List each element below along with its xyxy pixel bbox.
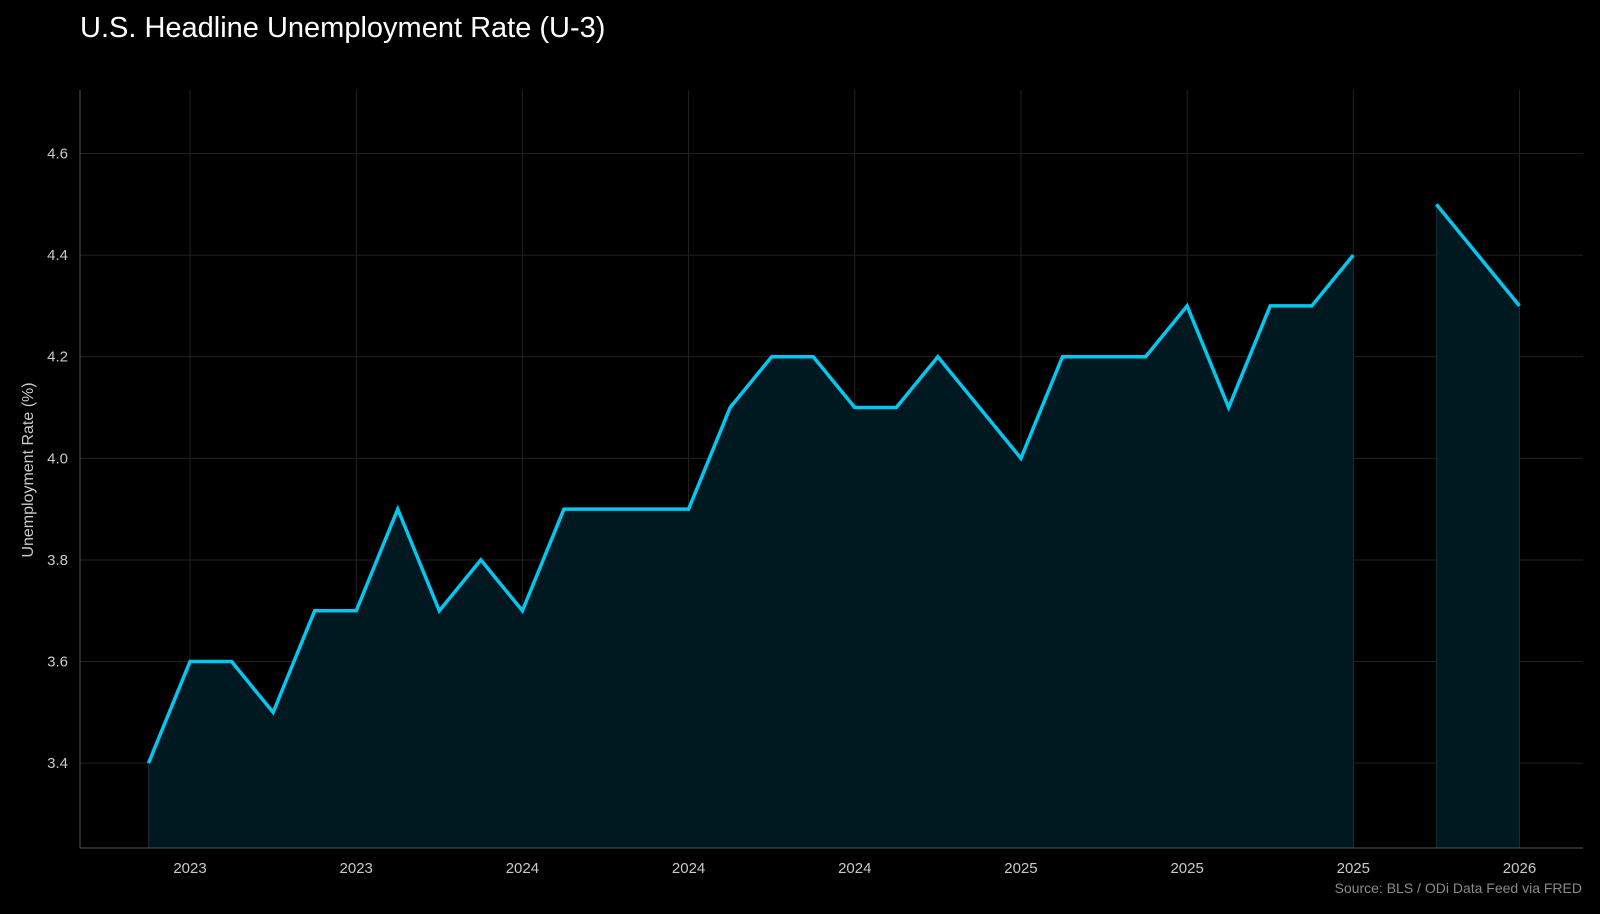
data-point <box>1019 456 1023 460</box>
data-point <box>437 609 441 613</box>
series-line <box>146 254 1355 764</box>
data-point <box>1268 304 1272 308</box>
axes <box>79 90 1583 849</box>
area-fill <box>148 255 1354 848</box>
data-point <box>230 660 234 664</box>
area-fills <box>148 204 1520 849</box>
data-point <box>1185 304 1189 308</box>
data-point <box>936 355 940 359</box>
data-point <box>977 406 981 410</box>
data-point <box>354 609 358 613</box>
data-point <box>396 507 400 511</box>
y-tick-labels: 3.4 3.6 3.8 4.0 4.2 4.4 4.6 <box>47 146 68 773</box>
x-tick-labels: 2023 2023 2024 2024 2024 2025 2025 2025 2026 <box>173 860 1536 877</box>
data-point <box>687 507 691 511</box>
data-point <box>1227 406 1231 410</box>
data-point <box>1310 304 1314 308</box>
data-point <box>1060 355 1064 359</box>
x-tick-label: 2025 <box>1170 860 1203 877</box>
data-point <box>1351 253 1355 257</box>
data-point <box>271 710 275 714</box>
data-point <box>811 355 815 359</box>
data-point <box>603 507 607 511</box>
data-point <box>1517 304 1521 308</box>
y-tick-label: 4.6 <box>47 146 68 163</box>
x-tick-label: 2024 <box>506 860 539 877</box>
x-tick-label: 2024 <box>838 860 871 877</box>
data-point <box>770 355 774 359</box>
source-note: Source: BLS / ODi Data Feed via FRED <box>1334 880 1582 896</box>
y-tick-label: 3.8 <box>47 552 68 569</box>
y-tick-label: 4.0 <box>47 450 68 467</box>
x-tick-label: 2024 <box>672 860 705 877</box>
data-point <box>728 406 732 410</box>
data-point <box>313 609 317 613</box>
y-tick-label: 4.2 <box>47 349 68 366</box>
data-point <box>1102 355 1106 359</box>
data-point <box>894 406 898 410</box>
data-point <box>520 609 524 613</box>
y-tick-label: 3.6 <box>47 654 68 671</box>
chart-title: U.S. Headline Unemployment Rate (U-3) <box>80 12 606 44</box>
x-tick-label: 2026 <box>1503 860 1536 877</box>
area-fill <box>1436 204 1520 849</box>
data-point <box>1144 355 1148 359</box>
data-point <box>479 558 483 562</box>
x-tick-label: 2023 <box>340 860 373 877</box>
data-point <box>645 507 649 511</box>
x-tick-label: 2025 <box>1004 860 1037 877</box>
data-point <box>147 761 151 765</box>
x-tick-label: 2023 <box>173 860 206 877</box>
data-point <box>853 406 857 410</box>
data-point <box>1476 253 1480 257</box>
series-lines <box>146 202 1521 765</box>
y-axis-title: Unemployment Rate (%) <box>20 382 37 557</box>
data-point <box>188 660 192 664</box>
data-point <box>1434 202 1438 206</box>
x-tick-label: 2025 <box>1337 860 1370 877</box>
y-tick-label: 3.4 <box>47 755 68 772</box>
data-point <box>562 507 566 511</box>
y-tick-label: 4.4 <box>47 247 68 264</box>
series-line <box>1435 203 1521 308</box>
